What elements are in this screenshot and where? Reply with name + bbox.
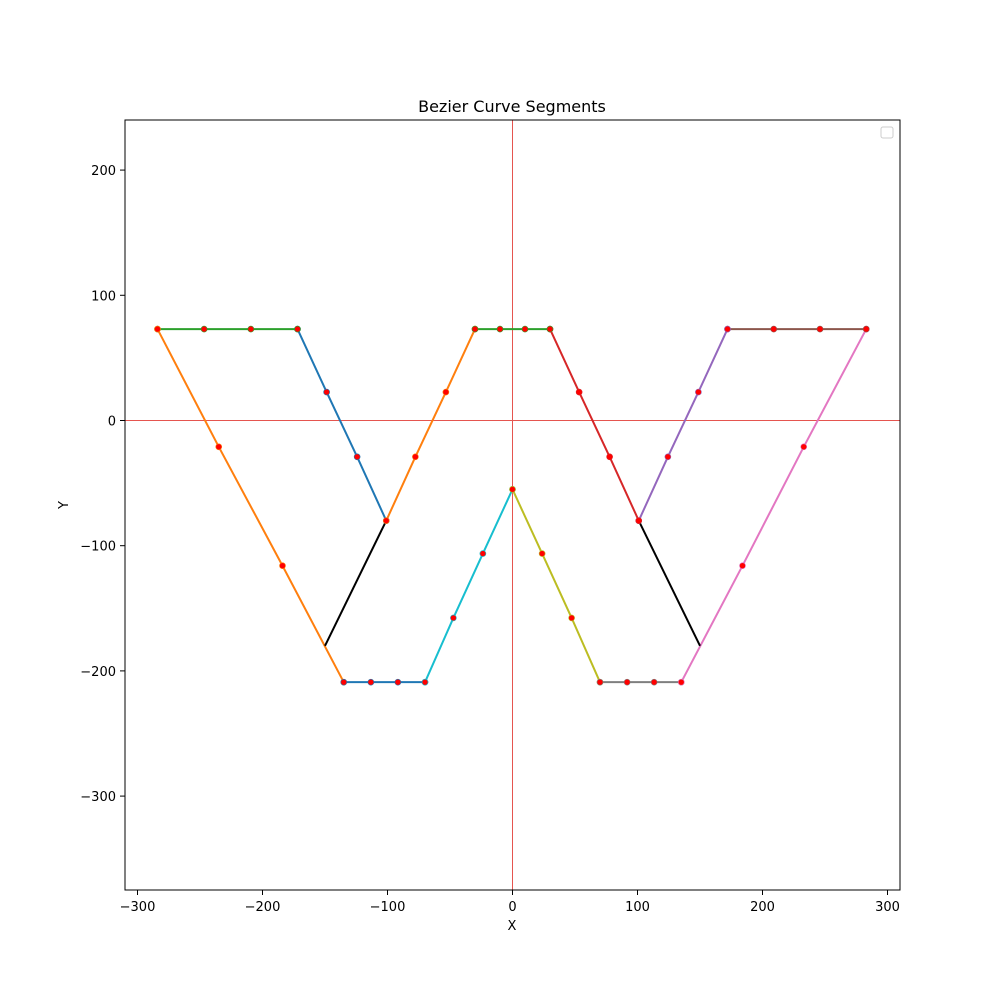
data-point-10-3 — [724, 325, 731, 333]
data-point-12-2 — [521, 325, 529, 333]
data-point-8-1 — [739, 562, 746, 570]
data-point-11-1 — [575, 388, 583, 396]
x-tick-label: 300 — [875, 900, 900, 915]
data-point-0-2 — [353, 453, 361, 461]
x-tick-label: −300 — [120, 900, 156, 915]
data-point-7-1 — [623, 678, 631, 686]
x-tick-label: −100 — [370, 900, 406, 915]
data-point-5-1 — [450, 614, 457, 622]
data-point-10-1 — [664, 453, 672, 461]
y-tick-label: −100 — [80, 540, 116, 555]
points-layer — [154, 325, 870, 686]
data-point-9-1 — [770, 325, 778, 333]
legend-box — [880, 126, 894, 139]
y-tick-label: −300 — [80, 790, 116, 805]
plot-area — [125, 120, 900, 890]
x-tick-label: 200 — [750, 900, 775, 915]
data-point-7-2 — [650, 678, 658, 686]
data-point-6-2 — [568, 614, 575, 622]
data-point-0-1 — [323, 388, 330, 396]
x-tick-label: −200 — [245, 900, 281, 915]
data-point-4-2 — [394, 678, 402, 686]
data-point-7-0 — [596, 678, 604, 686]
data-point-2-3 — [294, 325, 301, 333]
data-point-11-3 — [635, 517, 643, 524]
data-point-1-0 — [382, 517, 390, 524]
data-point-9-2 — [816, 325, 824, 333]
y-tick-label: 100 — [91, 289, 116, 304]
x-tick-label: 100 — [625, 900, 650, 915]
data-point-2-1 — [200, 325, 208, 333]
data-point-5-0 — [421, 678, 429, 686]
data-point-8-2 — [800, 443, 808, 451]
data-point-12-0 — [471, 325, 479, 333]
data-point-4-0 — [340, 678, 348, 686]
x-tick-label: 0 — [508, 900, 516, 915]
data-point-5-2 — [479, 550, 487, 557]
y-tick-label: 0 — [108, 414, 116, 429]
data-point-2-2 — [247, 325, 255, 333]
x-axis-label: X — [508, 919, 517, 934]
chart-title: Bezier Curve Segments — [418, 97, 606, 116]
data-point-1-1 — [412, 453, 419, 461]
series-line-0 — [296, 328, 388, 522]
series-line-10 — [637, 328, 729, 522]
y-tick-label: 200 — [91, 164, 116, 179]
series-line-14 — [637, 520, 701, 647]
y-axis: −300 −200 −100 0 100 200 — [80, 164, 125, 805]
data-point-3-0 — [154, 325, 161, 333]
series-line-11 — [549, 328, 640, 522]
data-point-3-2 — [279, 562, 286, 570]
series-line-13 — [324, 520, 388, 647]
data-point-4-1 — [367, 678, 375, 686]
series-line-3 — [156, 328, 345, 683]
reference-lines — [125, 120, 900, 890]
data-point-9-3 — [862, 325, 870, 333]
data-point-8-0 — [677, 678, 685, 686]
data-point-6-1 — [538, 550, 546, 557]
data-point-1-2 — [442, 388, 450, 396]
y-axis-label: Y — [57, 501, 72, 510]
series-line-5 — [424, 488, 514, 683]
data-point-6-0 — [509, 486, 516, 493]
data-point-11-2 — [606, 453, 613, 461]
series-line-8 — [680, 328, 868, 683]
data-point-12-1 — [496, 325, 504, 333]
series-line-6 — [511, 488, 601, 683]
data-point-3-1 — [215, 443, 223, 451]
data-point-10-2 — [695, 388, 702, 396]
data-point-12-3 — [546, 325, 554, 333]
series-layer — [156, 328, 868, 684]
x-axis: −300 −200 −100 0 100 200 300 — [120, 890, 900, 915]
series-line-1 — [385, 328, 476, 522]
y-tick-label: −200 — [80, 665, 116, 680]
